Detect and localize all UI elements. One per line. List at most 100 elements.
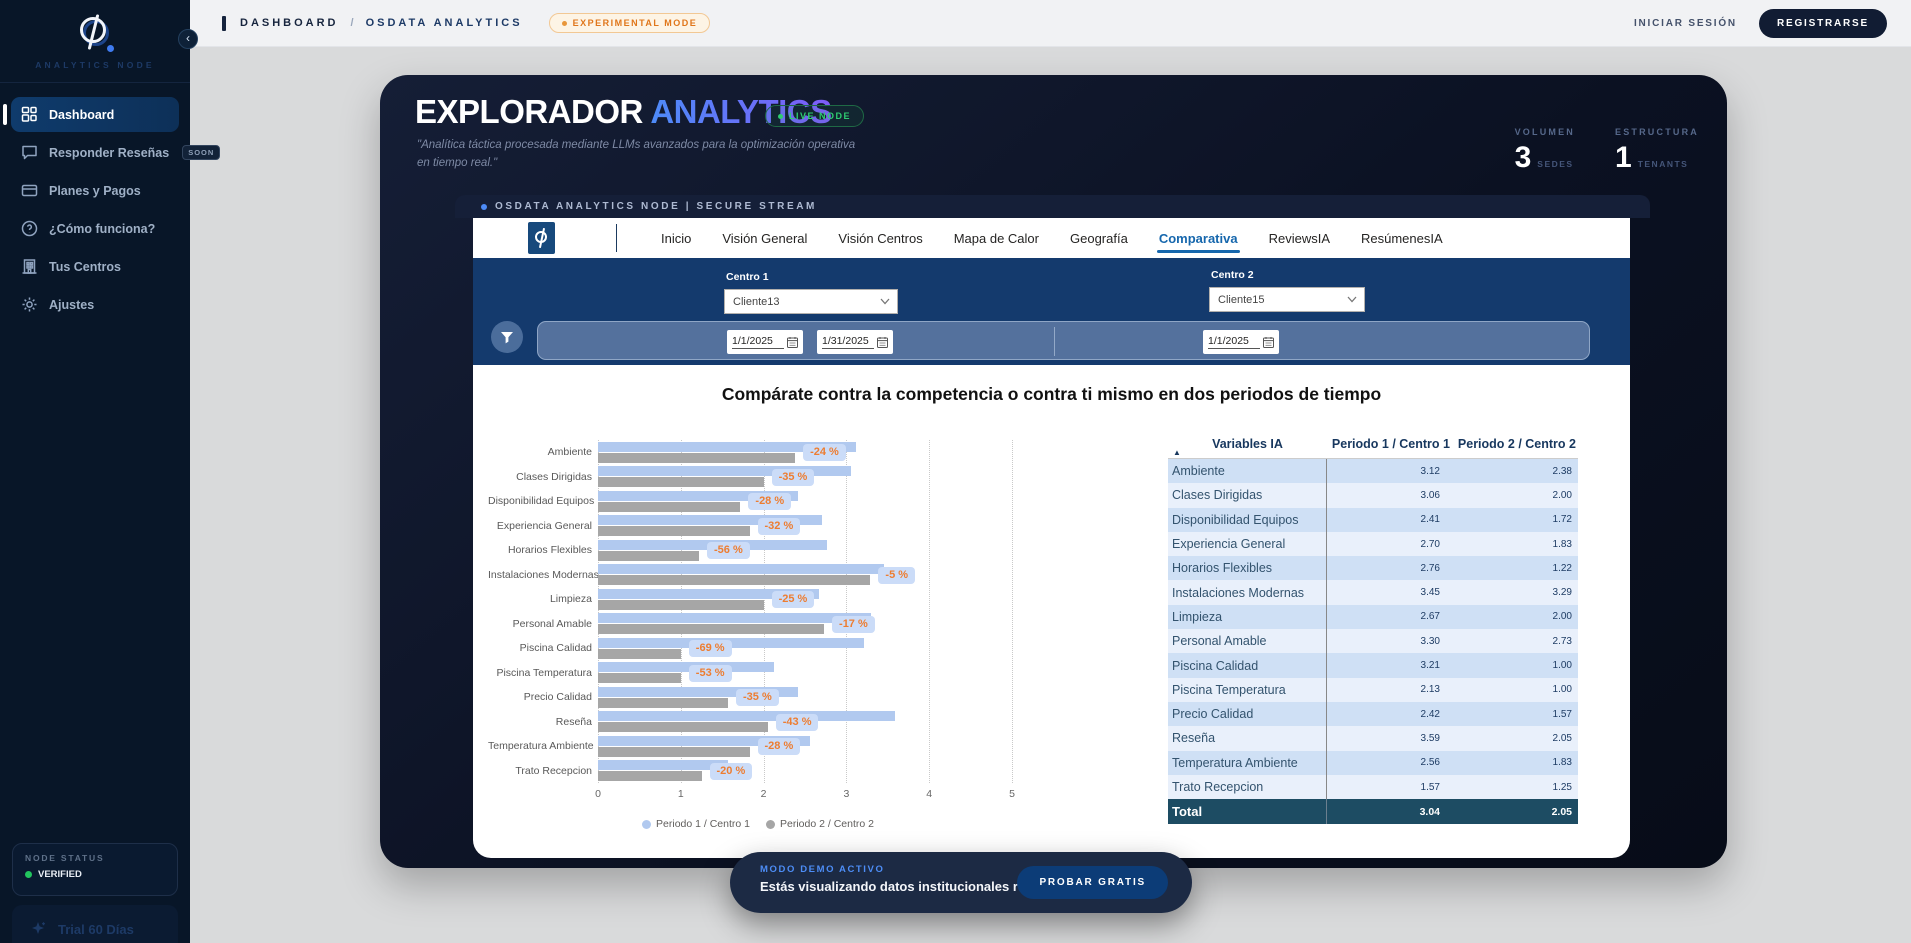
- centro2-select[interactable]: Cliente15: [1209, 287, 1365, 312]
- table-row[interactable]: Reseña 3.59 2.05: [1168, 726, 1578, 751]
- chart-category-label: Personal Amable: [512, 617, 592, 630]
- bar-periodo2[interactable]: [598, 624, 825, 634]
- table-row[interactable]: Ambiente 3.12 2.38: [1168, 459, 1578, 484]
- tab-resumenesia[interactable]: ResúmenesIA: [1361, 230, 1443, 246]
- chart-row-piscina-calidad[interactable]: Piscina Calidad -69 %: [488, 636, 1028, 661]
- table-row[interactable]: Experiencia General 2.70 1.83: [1168, 531, 1578, 557]
- chart-row-disponibilidad-equipos[interactable]: Disponibilidad Equipos -28 %: [488, 489, 1028, 514]
- bar-periodo2[interactable]: [598, 501, 741, 512]
- bar-periodo2[interactable]: [598, 697, 728, 708]
- tab-reviewsia[interactable]: ReviewsIA: [1268, 230, 1330, 246]
- calendar-icon[interactable]: [786, 336, 799, 349]
- table-row[interactable]: Trato Recepcion 1.57 1.25: [1168, 774, 1578, 800]
- sidebar-item-dashboard[interactable]: Dashboard: [3, 97, 179, 132]
- bar-periodo1[interactable]: [598, 613, 872, 623]
- tab-vision-general[interactable]: Visión General: [722, 230, 808, 246]
- table-row[interactable]: Piscina Calidad 3.21 1.00: [1168, 653, 1578, 678]
- calendar-icon[interactable]: [1262, 336, 1275, 349]
- table-row[interactable]: Clases Dirigidas 3.06 2.00: [1168, 483, 1578, 508]
- cell-periodo1: 2.13: [1420, 684, 1440, 696]
- tab-geografia[interactable]: Geografía: [1070, 230, 1128, 246]
- register-button[interactable]: REGISTRARSE: [1758, 8, 1887, 38]
- tab-vision-centros[interactable]: Visión Centros: [838, 230, 923, 246]
- table-row[interactable]: Temperatura Ambiente 2.56 1.83: [1168, 750, 1578, 775]
- chart-row-personal-amable[interactable]: Personal Amable -17 %: [488, 612, 1028, 637]
- bar-periodo1[interactable]: [598, 515, 822, 525]
- chart-row-temperatura-ambiente[interactable]: Temperatura Ambiente -28 %: [488, 734, 1028, 759]
- chart-row-horarios-flexibles[interactable]: Horarios Flexibles -56 %: [488, 538, 1028, 563]
- sidebar-item-tus-centros[interactable]: Tus Centros: [11, 249, 179, 284]
- tab-inicio[interactable]: Inicio: [661, 230, 692, 246]
- tab-comparativa[interactable]: Comparativa: [1156, 220, 1240, 257]
- period1-start-input[interactable]: [732, 335, 784, 349]
- delta-label: -56 %: [707, 542, 750, 559]
- period1-end-input[interactable]: [822, 335, 874, 349]
- bar-periodo2[interactable]: [598, 526, 750, 536]
- chart-row-limpieza[interactable]: Limpieza -25 %: [488, 587, 1028, 612]
- login-link[interactable]: INICIAR SESIÓN: [1633, 17, 1737, 29]
- cell-variable: Piscina Calidad: [1168, 653, 1327, 678]
- centro2-value: Cliente15: [1218, 293, 1265, 306]
- table-row[interactable]: Limpieza 2.67 2.00: [1168, 604, 1578, 630]
- column-header-variables[interactable]: Variables IA: [1212, 436, 1283, 451]
- centro1-select[interactable]: Cliente13: [724, 289, 898, 314]
- table-row[interactable]: Instalaciones Modernas 3.45 3.29: [1168, 580, 1578, 605]
- column-header-periodo1[interactable]: Periodo 1 / Centro 1: [1331, 436, 1450, 451]
- bar-periodo1[interactable]: [598, 662, 775, 672]
- bar-periodo2[interactable]: [598, 722, 768, 732]
- bar-periodo2[interactable]: [598, 550, 700, 561]
- table-row[interactable]: Disponibilidad Equipos 2.41 1.72: [1168, 507, 1578, 532]
- sidebar-item-planes-y-pagos[interactable]: Planes y Pagos: [11, 173, 179, 208]
- period1-start-datebox: [727, 330, 803, 354]
- sidebar-item-como-funciona[interactable]: ¿Cómo funciona?: [11, 211, 179, 246]
- bar-periodo2[interactable]: [598, 746, 750, 757]
- cell-periodo2: 1.25: [1552, 781, 1572, 793]
- chart-row-resena[interactable]: Reseña -43 %: [488, 710, 1028, 735]
- bar-periodo1[interactable]: [598, 564, 884, 574]
- breadcrumb-osdata-analytics[interactable]: OSDATA ANALYTICS: [365, 17, 523, 29]
- sidebar-item-ajustes[interactable]: Ajustes: [11, 287, 179, 322]
- table-row[interactable]: Piscina Temperatura 2.13 1.00: [1168, 677, 1578, 702]
- axis-tick: 5: [1009, 788, 1015, 800]
- bar-periodo1[interactable]: [598, 441, 857, 452]
- breadcrumb-dashboard[interactable]: DASHBOARD: [240, 17, 339, 29]
- tab-mapa-de-calor[interactable]: Mapa de Calor: [953, 230, 1039, 246]
- node-status-value: VERIFIED: [38, 869, 82, 880]
- bar-periodo2[interactable]: [598, 477, 764, 487]
- bar-periodo2[interactable]: [598, 673, 681, 683]
- chart-row-clases-dirigidas[interactable]: Clases Dirigidas -35 %: [488, 465, 1028, 490]
- bar-periodo1[interactable]: [598, 588, 820, 599]
- chart-row-experiencia-general[interactable]: Experiencia General -32 %: [488, 514, 1028, 539]
- bar-periodo2[interactable]: [598, 575, 871, 585]
- sort-ascending-icon[interactable]: ▲: [1173, 448, 1181, 457]
- trial-banner[interactable]: Trial 60 Días: [12, 905, 178, 943]
- sidebar-item-responder-resenas[interactable]: Responder Reseñas SOON: [11, 135, 221, 170]
- bar-periodo1[interactable]: [598, 686, 799, 697]
- table-row[interactable]: Personal Amable 3.30 2.73: [1168, 629, 1578, 654]
- filter-funnel-button[interactable]: [491, 321, 523, 353]
- bar-periodo1[interactable]: [598, 466, 852, 476]
- chart-row-instalaciones-modernas[interactable]: Instalaciones Modernas -5 %: [488, 563, 1028, 588]
- try-free-button[interactable]: PROBAR GRATIS: [1017, 866, 1168, 899]
- chart-row-trato-recepcion[interactable]: Trato Recepcion -20 %: [488, 759, 1028, 784]
- chart-row-ambiente[interactable]: Ambiente -24 %: [488, 440, 1028, 465]
- bar-periodo2[interactable]: [598, 648, 681, 659]
- chart-row-piscina-temperatura[interactable]: Piscina Temperatura -53 %: [488, 661, 1028, 686]
- explorer-panel: EXPLORADOR ANALYTICS LIVE NODE "Analític…: [380, 75, 1727, 868]
- bar-periodo2[interactable]: [598, 599, 764, 610]
- calendar-icon[interactable]: [876, 336, 889, 349]
- bar-periodo2[interactable]: [598, 452, 796, 463]
- bar-periodo2[interactable]: [598, 771, 702, 781]
- period2-start-input[interactable]: [1208, 335, 1260, 349]
- bar-periodo1[interactable]: [598, 760, 728, 770]
- column-header-periodo2[interactable]: Periodo 2 / Centro 2: [1457, 436, 1576, 451]
- table-row[interactable]: Precio Calidad 2.42 1.57: [1168, 701, 1578, 727]
- chart-row-precio-calidad[interactable]: Precio Calidad -35 %: [488, 685, 1028, 710]
- bar-periodo1[interactable]: [598, 711, 896, 721]
- bar-periodo1[interactable]: [598, 490, 798, 501]
- sidebar-collapse-button[interactable]: ‹: [178, 29, 198, 49]
- bar-periodo1[interactable]: [598, 735, 810, 746]
- table-row[interactable]: Horarios Flexibles 2.76 1.22: [1168, 556, 1578, 581]
- report-logo-icon[interactable]: [528, 222, 555, 254]
